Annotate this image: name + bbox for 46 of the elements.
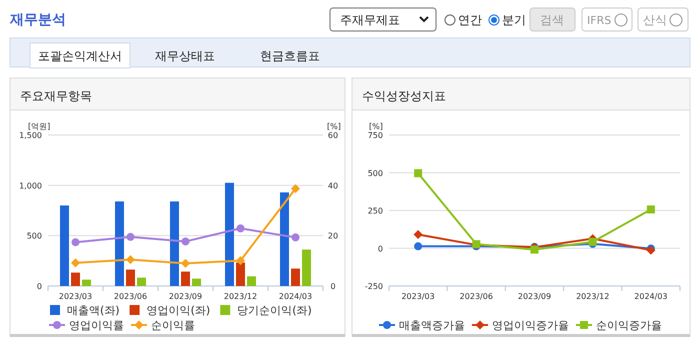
y2-tick-label: 40: [328, 181, 338, 190]
text: 검색: [540, 13, 564, 27]
legend-label: 당기순이익(좌): [237, 304, 312, 317]
legend-label: 순이익률: [151, 319, 195, 332]
text: 재무상태표: [155, 49, 215, 63]
text: 분기: [502, 13, 526, 27]
y2-tick-label: 0: [330, 282, 336, 291]
title: 재무분석: [10, 12, 66, 28]
x-tick-label: 2023/06: [460, 292, 493, 301]
y2-tick-label: 60: [328, 131, 338, 140]
legend-label: 영업이익(좌): [146, 304, 210, 317]
x-tick-label: 2023/09: [518, 292, 552, 301]
x-tick-label: 2024/03: [634, 292, 668, 301]
y-tick-label: 250: [368, 206, 383, 216]
y2-axis-title: [%]: [327, 122, 341, 131]
text: 현금흐름표: [260, 49, 320, 63]
y-axis-title: [%]: [369, 122, 383, 131]
text: 주재무제표: [340, 13, 400, 27]
legend-label: 매출액증가율: [399, 319, 465, 332]
title: 수익성장성지표: [362, 89, 446, 103]
y-tick-label: 750: [368, 131, 383, 140]
x-tick-label: 2023/12: [224, 292, 258, 301]
legend-label: 매출액(좌): [67, 304, 120, 317]
y-tick-label: 500: [368, 168, 383, 178]
y-tick-label: 0: [36, 282, 42, 291]
text: IFRS: [587, 14, 612, 27]
y-tick-label: 1,000: [19, 181, 42, 190]
y2-tick-label: 20: [328, 232, 338, 241]
y-tick-label: -250: [364, 282, 383, 291]
y-tick-label: 1,500: [19, 131, 42, 140]
x-tick-label: 2023/12: [576, 292, 610, 301]
y-axis-title: [억원]: [28, 122, 50, 131]
y-tick-label: 500: [26, 232, 42, 241]
text: 연간: [458, 13, 482, 27]
legend-label: 순이익증가율: [596, 319, 662, 332]
title: 주요재무항목: [20, 89, 92, 103]
legend-label: 영업이익증가율: [492, 319, 569, 332]
x-tick-label: 2023/09: [168, 292, 202, 301]
x-tick-label: 2024/03: [278, 292, 312, 301]
text: 산식: [643, 13, 667, 27]
y-tick-label: 0: [378, 244, 383, 254]
x-tick-label: 2023/06: [114, 292, 148, 301]
x-tick-label: 2023/03: [58, 292, 92, 301]
x-tick-label: 2023/03: [401, 292, 435, 301]
text: 포괄손익계산서: [38, 49, 122, 63]
legend-label: 영업이익률: [69, 319, 124, 332]
